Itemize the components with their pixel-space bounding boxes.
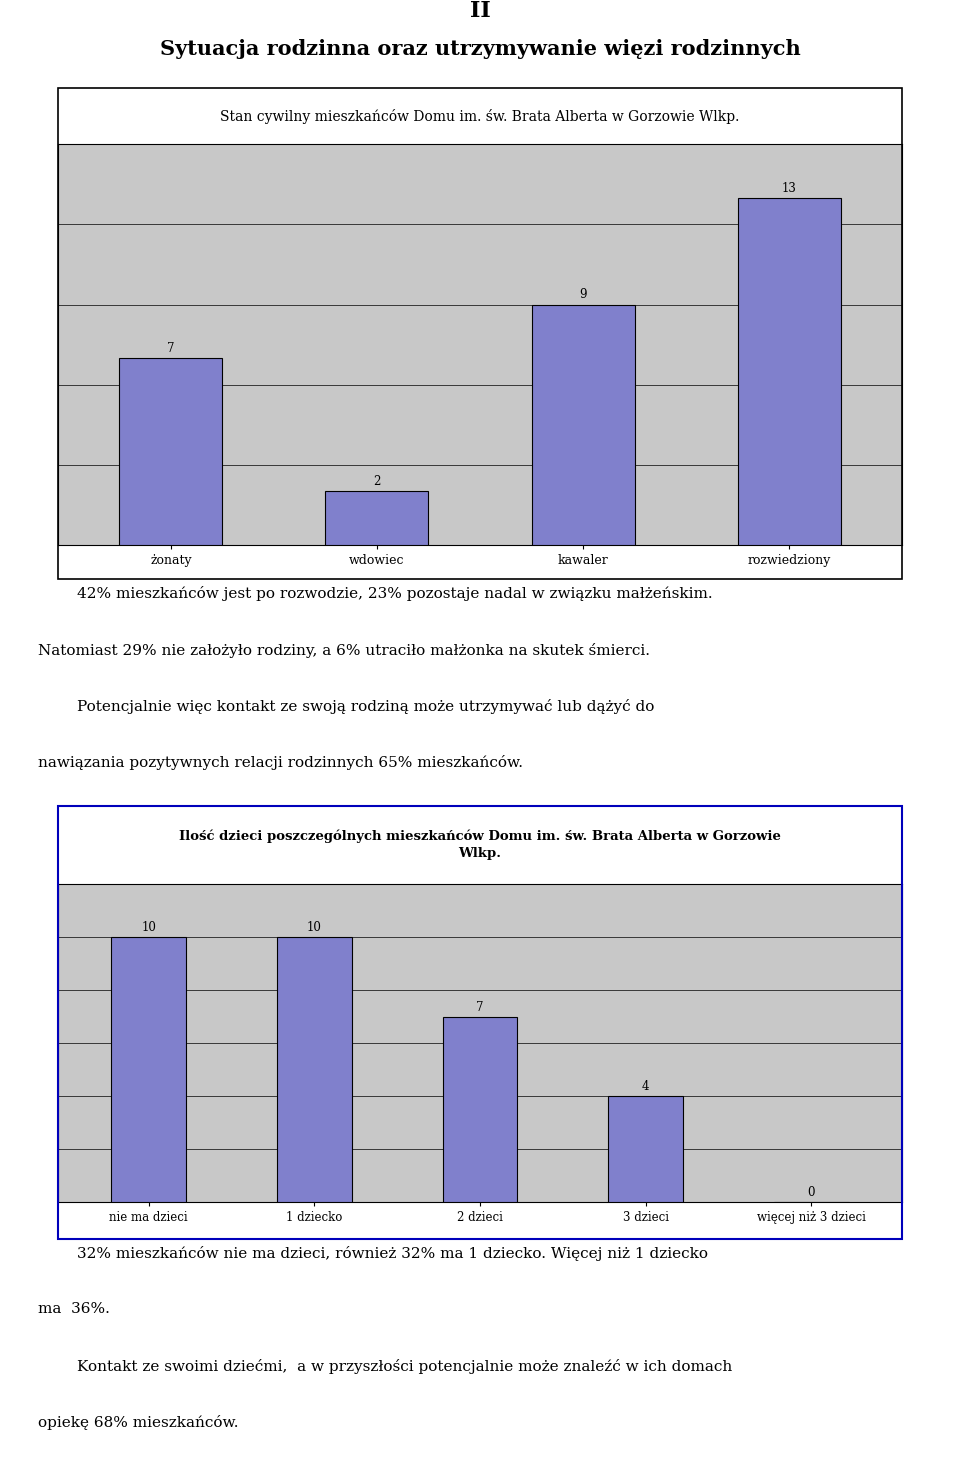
Text: 13: 13 <box>781 182 797 195</box>
Text: Kontakt ze swoimi dziećmi,  a w przyszłości potencjalnie może znaleźć w ich doma: Kontakt ze swoimi dziećmi, a w przyszłoś… <box>38 1359 732 1374</box>
Text: ma  36%.: ma 36%. <box>38 1302 110 1316</box>
Text: 0: 0 <box>807 1186 815 1199</box>
Text: opiekę 68% mieszkańców.: opiekę 68% mieszkańców. <box>38 1415 239 1431</box>
Text: 32% mieszkańców nie ma dzieci, również 32% ma 1 dziecko. Więcej niż 1 dziecko: 32% mieszkańców nie ma dzieci, również 3… <box>38 1246 708 1261</box>
Text: 9: 9 <box>579 289 587 302</box>
Bar <box>325 491 428 545</box>
Text: 10: 10 <box>141 922 156 934</box>
Text: 42% mieszkańców jest po rozwodzie, 23% pozostaje nadal w związku małżeńskim.: 42% mieszkańców jest po rozwodzie, 23% p… <box>38 586 713 601</box>
Text: Sytuacja rodzinna oraz utrzymywanie więzi rodzinnych: Sytuacja rodzinna oraz utrzymywanie więz… <box>159 38 801 59</box>
Text: 10: 10 <box>307 922 322 934</box>
Text: Stan cywilny mieszkańców Domu im. św. Brata Alberta w Gorzowie Wlkp.: Stan cywilny mieszkańców Domu im. św. Br… <box>220 108 740 123</box>
Text: 7: 7 <box>167 342 175 355</box>
Bar <box>119 358 223 545</box>
Text: II: II <box>469 0 491 22</box>
Text: Ilość dzieci poszczególnych mieszkańców Domu im. św. Brata Alberta w Gorzowie
Wl: Ilość dzieci poszczególnych mieszkańców … <box>180 830 780 861</box>
Bar <box>532 305 635 545</box>
Bar <box>609 1097 683 1202</box>
Bar <box>111 937 186 1202</box>
Bar <box>443 1016 517 1202</box>
Bar <box>737 198 841 545</box>
Text: 7: 7 <box>476 1001 484 1014</box>
Text: 4: 4 <box>642 1080 649 1094</box>
Bar <box>277 937 351 1202</box>
Text: nawiązania pozytywnych relacji rodzinnych 65% mieszkańców.: nawiązania pozytywnych relacji rodzinnyc… <box>38 755 523 771</box>
Text: Potencjalnie więc kontakt ze swoją rodziną może utrzymywać lub dążyć do: Potencjalnie więc kontakt ze swoją rodzi… <box>38 699 655 714</box>
Text: Natomiast 29% nie założyło rodziny, a 6% utraciło małżonka na skutek śmierci.: Natomiast 29% nie założyło rodziny, a 6%… <box>38 642 651 658</box>
Text: 2: 2 <box>373 475 381 488</box>
